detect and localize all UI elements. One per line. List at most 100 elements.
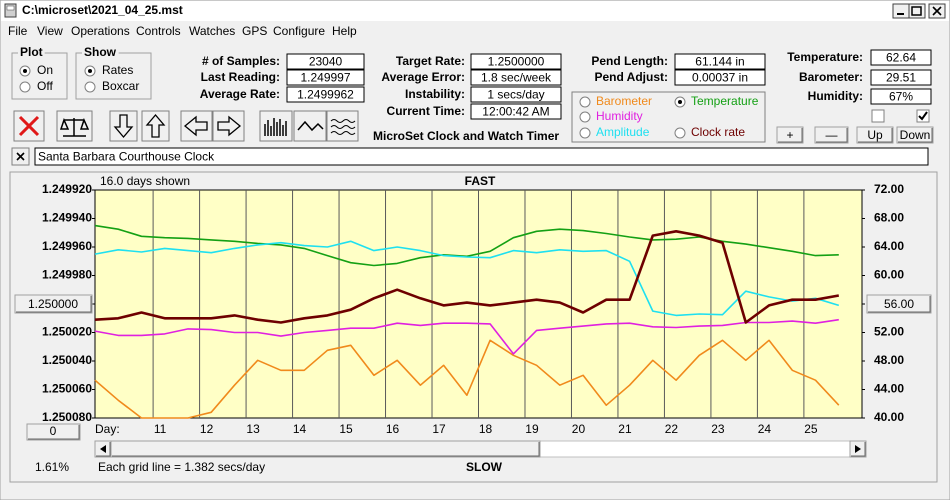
environment-value: 67% — [889, 90, 913, 104]
group-label-bg — [18, 45, 45, 60]
legend-radio[interactable] — [674, 127, 686, 139]
plot-radio[interactable] — [19, 81, 31, 93]
y2-tick-label: 68.00 — [874, 211, 904, 225]
y2-tick-label: 60.00 — [874, 268, 904, 282]
y2-tick-label: 48.00 — [874, 353, 904, 367]
env-button-label[interactable]: Down — [900, 128, 931, 142]
minimize-button[interactable] — [892, 3, 910, 19]
x-tick-label: 11 — [154, 422, 167, 436]
show-option[interactable]: Rates — [102, 63, 133, 77]
x-tick-label: 16 — [386, 422, 400, 436]
menu-item[interactable]: Operations — [71, 24, 130, 38]
environment-value-box — [870, 69, 932, 86]
y-tick-label: 1.249980 — [42, 268, 92, 282]
y2-center-button-shade — [868, 296, 931, 313]
menu-item[interactable]: Controls — [136, 24, 181, 38]
plot-radio-dot — [23, 69, 27, 73]
y-tick-label: 1.249940 — [42, 211, 92, 225]
y2-tick-label: 72.00 — [874, 182, 904, 196]
y2-tick-label: 40.00 — [874, 410, 904, 424]
env-button[interactable] — [814, 126, 849, 144]
legend-radio[interactable] — [579, 111, 591, 123]
series-line — [94, 230, 840, 324]
y-center-button[interactable] — [14, 294, 93, 314]
target-label: Instability: — [405, 87, 465, 101]
app-title: MicroSet Clock and Watch Timer — [373, 129, 559, 143]
series-line — [94, 339, 840, 419]
target-value: 1.8 sec/week — [481, 71, 552, 85]
menu-item[interactable]: Help — [332, 24, 357, 38]
menu-item[interactable]: File — [8, 24, 28, 38]
env-checkbox[interactable] — [871, 109, 885, 123]
env-button-label[interactable]: Up — [867, 128, 883, 142]
environment-label: Humidity: — [808, 89, 863, 103]
target-label: Current Time: — [387, 104, 465, 118]
pend-value: 61.144 in — [695, 55, 744, 69]
menu-item[interactable]: Watches — [189, 24, 235, 38]
pend-value-box — [674, 53, 766, 70]
show-radio[interactable] — [84, 81, 96, 93]
window-controls[interactable] — [892, 3, 946, 19]
wave-button[interactable] — [293, 110, 327, 142]
stats-value: 23040 — [309, 55, 343, 69]
grid-note: Each grid line = 1.382 secs/day — [98, 460, 265, 474]
y2-tick-label: 44.00 — [874, 382, 904, 396]
legend-entry[interactable]: Barometer — [596, 94, 652, 108]
stats-value-box — [286, 86, 365, 103]
legend-entry[interactable]: Temperature — [691, 94, 759, 108]
environment-value: 62.64 — [886, 51, 916, 65]
legend-entry[interactable]: Clock rate — [691, 125, 745, 139]
pend-value-box — [674, 69, 766, 86]
series-line — [94, 318, 839, 355]
show-option[interactable]: Boxcar — [102, 79, 139, 93]
scroll-right-arrow — [855, 445, 861, 453]
legend-radio[interactable] — [579, 127, 591, 139]
target-value-box — [470, 53, 562, 70]
x-tick-label: 13 — [246, 422, 260, 436]
menu-item[interactable]: GPS — [242, 24, 267, 38]
app-icon-screen — [6, 5, 15, 11]
legend-entry[interactable]: Humidity — [596, 109, 643, 123]
y-center-button-shade — [16, 296, 92, 313]
maximize-glyph — [911, 6, 922, 16]
menu-item[interactable]: View — [37, 24, 63, 38]
balance-icon — [59, 117, 90, 137]
env-button[interactable] — [776, 126, 804, 144]
legend-panel — [571, 91, 766, 143]
group-label-bg — [82, 45, 119, 60]
down-icon — [113, 114, 134, 139]
plot-option[interactable]: Off — [37, 79, 53, 93]
env-button-shade — [858, 128, 893, 143]
env-button-label[interactable]: — — [826, 128, 838, 142]
plot-option[interactable]: On — [37, 63, 53, 77]
environment-value-box — [870, 49, 932, 66]
legend-entry[interactable]: Amplitude — [596, 125, 650, 139]
legend-radio[interactable] — [579, 96, 591, 108]
offset-button[interactable] — [26, 423, 81, 441]
environment-value-box — [870, 88, 932, 105]
y-tick-label[interactable]: 1.250000 — [28, 297, 78, 311]
y-tick-label: 1.249960 — [42, 239, 92, 253]
scroll-thumb[interactable] — [110, 440, 541, 458]
y2-tick-label[interactable]: 56.00 — [884, 297, 914, 311]
y-tick-label: 1.249920 — [42, 182, 92, 196]
x-tick-label: 12 — [200, 422, 214, 436]
menu-item[interactable]: Configure — [273, 24, 325, 38]
show-group-label: Show — [84, 45, 117, 59]
offset-button-label[interactable]: 0 — [50, 424, 57, 438]
x-tick-label: 23 — [711, 422, 725, 436]
environment-label: Temperature: — [787, 50, 863, 64]
env-button[interactable] — [896, 126, 934, 144]
target-value-box — [470, 86, 562, 103]
env-button-label[interactable]: + — [786, 128, 793, 142]
x-axis-label: Day: — [95, 422, 120, 436]
pend-label: Pend Length: — [591, 54, 668, 68]
x-tick-label: 21 — [618, 422, 632, 436]
pend-value: 0.00037 in — [692, 71, 748, 85]
y2-center-button[interactable] — [866, 294, 932, 314]
scroll-thumb-shade — [112, 442, 540, 457]
env-button[interactable] — [856, 126, 894, 144]
x-tick-label: 25 — [804, 422, 818, 436]
env-button-shade — [778, 128, 803, 143]
